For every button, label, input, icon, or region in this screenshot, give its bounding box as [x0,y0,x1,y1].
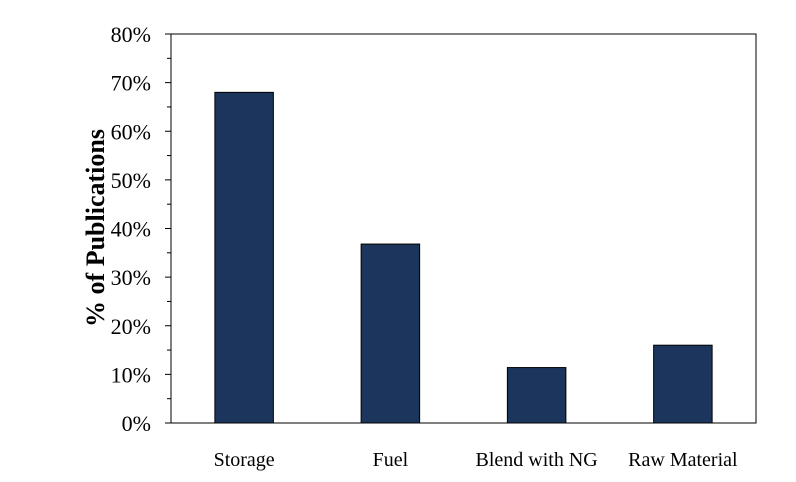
x-category-label: Blend with NG [476,449,598,471]
y-tick-label: 30% [111,265,151,290]
y-tick-label: 80% [111,22,151,47]
y-tick-label: 0% [122,411,151,436]
y-axis: 0% 10% 20% 30% 40% 50% 60% 70% 80% [111,22,171,436]
bar [653,344,713,424]
bars-group [214,91,713,424]
y-tick-label: 40% [111,217,151,242]
y-tick-label: 50% [111,168,151,193]
x-category-label: Fuel [373,449,409,471]
y-tick-label: 20% [111,314,151,339]
x-axis: Storage Fuel Blend with NG Raw Material [214,449,738,471]
bar [506,367,567,424]
y-tick-label: 70% [111,71,151,96]
bar [360,243,421,424]
bar [214,91,274,424]
y-tick-label: 60% [111,119,151,144]
y-axis-title: % of Publications [81,129,110,327]
x-category-label: Raw Material [628,449,738,471]
x-category-label: Storage [214,449,275,471]
y-tick-label: 10% [111,362,151,387]
